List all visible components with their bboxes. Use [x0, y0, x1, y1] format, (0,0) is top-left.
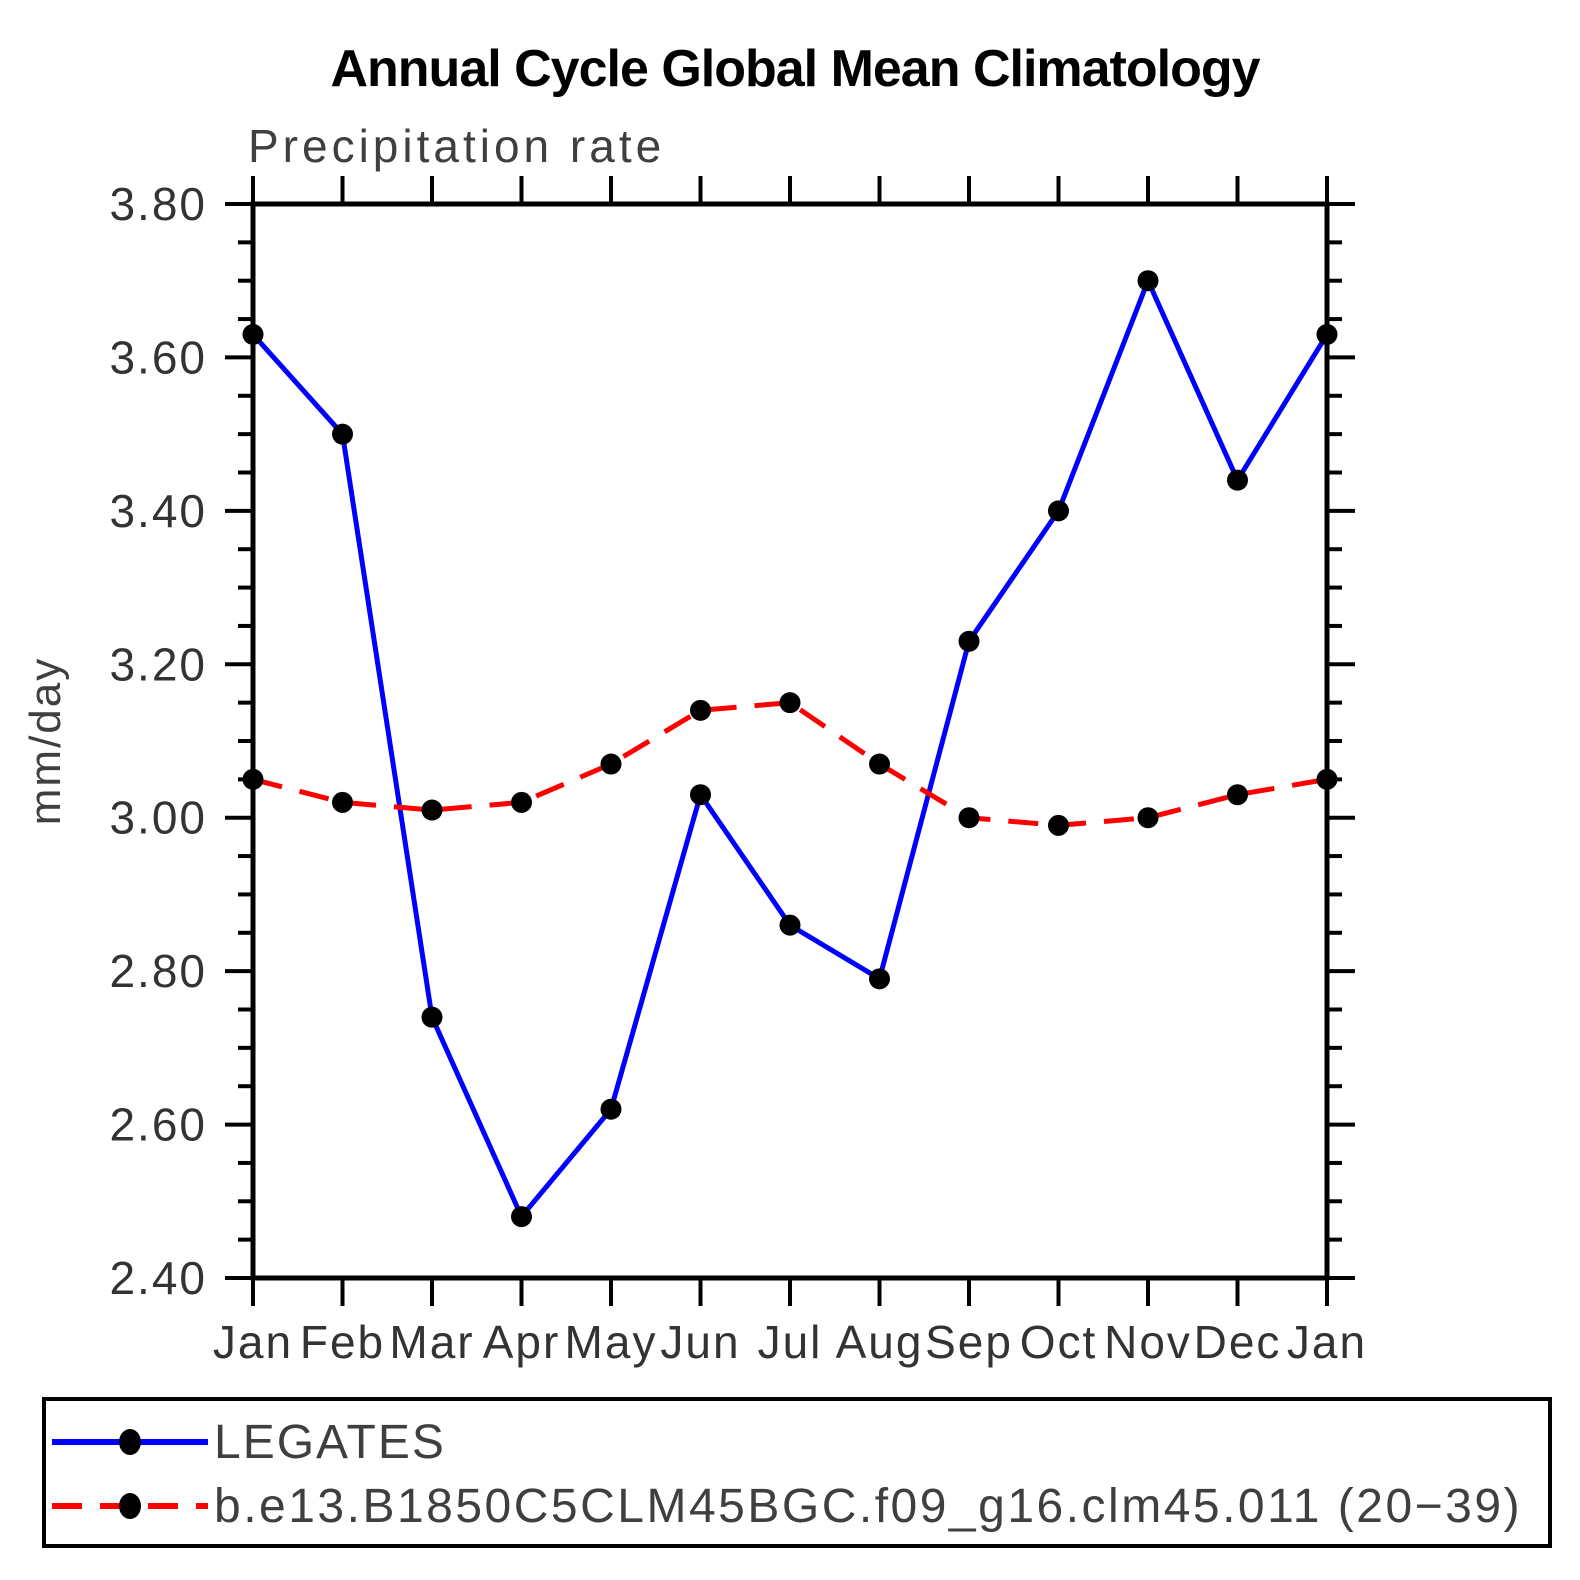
y-axis-tick-labels: 2.40 2.60 2.80 3.00 3.20 3.40 3.60 3.80 [109, 178, 207, 1304]
chart-title: Annual Cycle Global Mean Climatology [330, 40, 1260, 98]
data-point-marker [869, 968, 890, 990]
data-point-marker [242, 323, 264, 345]
series-line-0 [251, 274, 1330, 1222]
x-month-label: Aug [836, 1316, 924, 1368]
y-tick-label: 3.80 [109, 178, 207, 230]
plot-axes [250, 201, 1330, 1281]
legend-box [42, 1397, 1552, 1548]
y-tick-label: 3.40 [109, 485, 207, 537]
legend-marker-model [119, 1493, 141, 1519]
data-point-marker [600, 1098, 622, 1120]
x-month-label: Apr [483, 1316, 561, 1368]
data-point-marker [332, 423, 353, 445]
x-month-label: Jan [213, 1316, 293, 1368]
x-axis-ticks [251, 176, 1329, 1306]
legend: LEGATES b.e13.B1850C5CLM45BGC.f09_g16.cl… [42, 1397, 1552, 1548]
x-month-label: Jan [1287, 1316, 1367, 1368]
y-tick-label: 2.60 [109, 1099, 207, 1151]
data-point-marker [690, 784, 711, 806]
data-series [251, 274, 1330, 1222]
x-axis-month-labels: Jan Feb Mar Apr May Jun Jul Aug Sep Oct Nov Dec Jan [213, 1316, 1367, 1368]
legend-label-legates: LEGATES [214, 1416, 446, 1469]
x-month-label: May [565, 1316, 658, 1368]
data-point-marker [958, 630, 980, 652]
x-month-label: Jul [758, 1316, 823, 1368]
x-month-label: Feb [300, 1316, 385, 1368]
x-month-label: Nov [1104, 1316, 1192, 1368]
y-tick-label: 3.60 [109, 331, 207, 383]
x-month-label: Jun [660, 1316, 740, 1368]
data-point-marker [869, 753, 890, 775]
data-point-marker [511, 791, 532, 813]
y-tick-label: 2.40 [109, 1252, 207, 1304]
data-point-marker [1137, 270, 1159, 292]
y-axis-label: mm/day [21, 657, 70, 825]
y-tick-label: 2.80 [109, 945, 207, 997]
x-month-label: Sep [925, 1316, 1013, 1368]
data-point-marker [1048, 500, 1069, 522]
x-month-label: Mar [389, 1316, 474, 1368]
x-month-label: Dec [1194, 1316, 1282, 1368]
data-point-marker [779, 914, 801, 936]
data-point-marker [1048, 814, 1069, 836]
data-point-marker [1227, 469, 1248, 491]
data-point-marker [600, 753, 622, 775]
series-line-1 [252, 700, 1328, 828]
data-point-marker [958, 807, 980, 829]
data-point-marker [1227, 784, 1248, 806]
legend-label-model: b.e13.B1850C5CLM45BGC.f09_g16.clm45.011 … [214, 1480, 1522, 1533]
data-point-marker [421, 1006, 443, 1028]
x-month-label: Oct [1020, 1316, 1098, 1368]
chart-subtitle: Precipitation rate [248, 120, 665, 172]
legend-marker-legates [119, 1429, 141, 1455]
data-point-marker [690, 699, 711, 721]
data-point-marker [511, 1206, 532, 1228]
y-axis-ticks [225, 202, 1355, 1280]
data-point-marker [332, 791, 353, 813]
data-point-marker [779, 692, 801, 714]
data-markers [242, 270, 1338, 1228]
data-point-marker [1316, 323, 1338, 345]
y-tick-label: 3.20 [109, 638, 207, 690]
data-point-marker [1137, 807, 1159, 829]
data-point-marker [242, 768, 264, 790]
data-point-marker [421, 799, 443, 821]
y-tick-label: 3.00 [109, 792, 207, 844]
data-point-marker [1316, 768, 1338, 790]
